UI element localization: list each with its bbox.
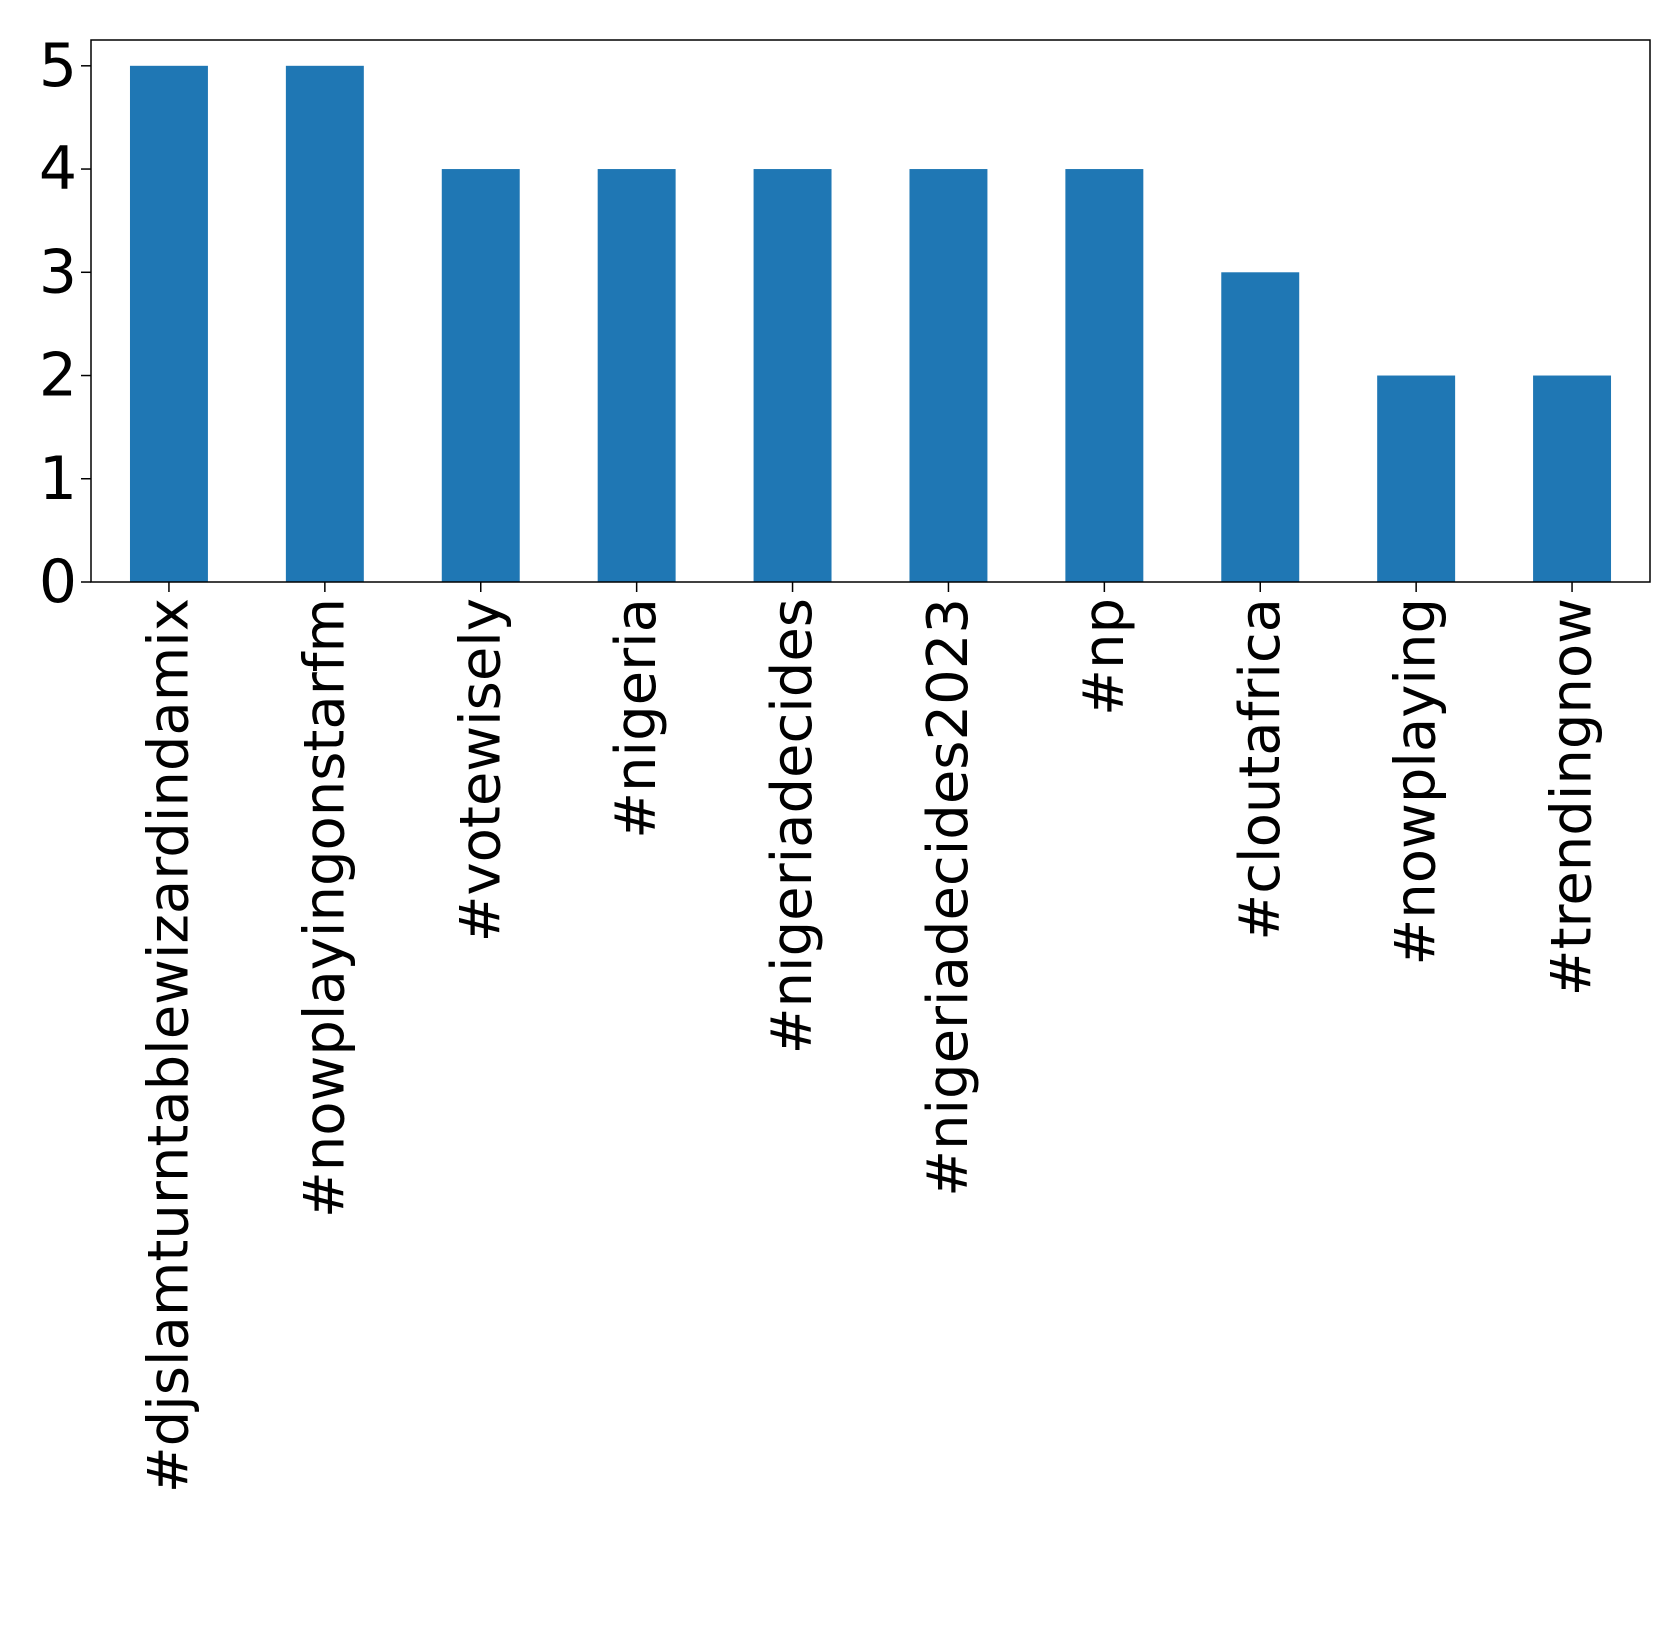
bar-0: [129, 65, 208, 583]
bar-9: [1533, 375, 1612, 582]
x-tick-label: #nigeriadecides2023: [916, 598, 981, 1197]
y-axis: 0 1 2 3 4 5: [39, 31, 91, 617]
x-tick-label: #nowplaying: [1384, 598, 1449, 966]
bar-3: [597, 169, 676, 583]
x-tick-label: #votewisely: [448, 598, 513, 942]
y-tick-label: 1: [39, 444, 77, 514]
x-tick-label: #nigeriadecides: [760, 598, 825, 1054]
bar-1: [285, 65, 364, 583]
x-tick-label: #np: [1072, 598, 1137, 716]
x-tick-label: #nowplayingonstarfm: [292, 598, 357, 1218]
bar-7: [1221, 272, 1300, 582]
y-tick-label: 2: [39, 341, 77, 411]
x-tick-label: #trendingnow: [1540, 598, 1605, 996]
bar-8: [1377, 375, 1456, 582]
bar-6: [1065, 169, 1144, 583]
bar-4: [753, 169, 832, 583]
plot-frame: [90, 39, 1651, 583]
y-tick-label: 5: [39, 31, 77, 101]
bar-5: [909, 169, 988, 583]
bar-2: [441, 169, 520, 583]
x-tick-label: #cloutafrica: [1228, 598, 1293, 941]
x-axis: #djslamturntablewizardindamix #nowplaying…: [136, 582, 1605, 1493]
y-tick-label: 0: [39, 547, 77, 617]
x-tick-label: #nigeria: [604, 598, 669, 839]
y-tick-label: 3: [39, 237, 77, 307]
bars-layer: [129, 65, 1612, 583]
x-tick-label: #djslamturntablewizardindamix: [136, 598, 201, 1493]
y-tick-label: 4: [39, 134, 77, 204]
